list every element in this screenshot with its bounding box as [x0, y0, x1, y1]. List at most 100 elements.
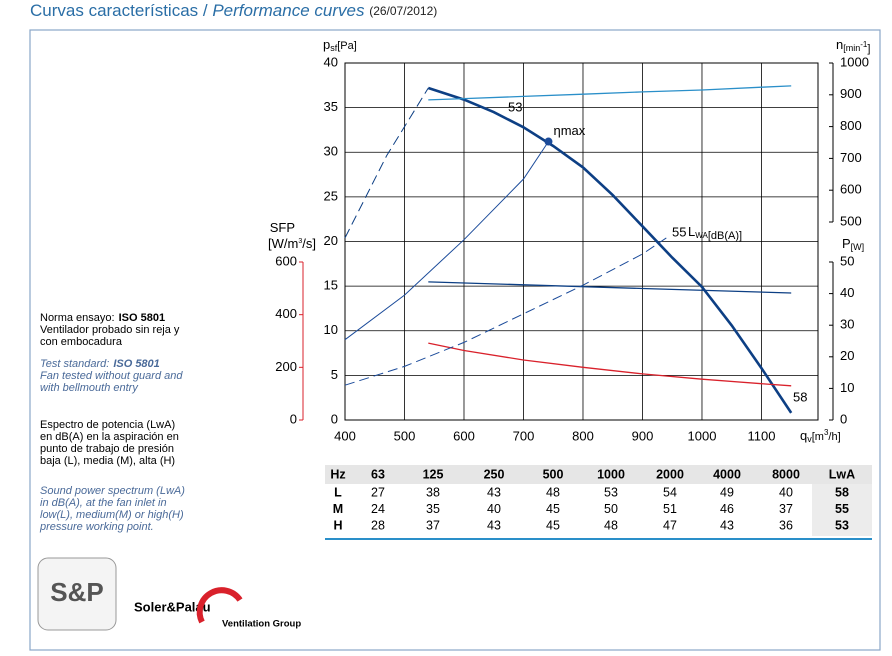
table-cell: 43 — [487, 518, 501, 532]
y-tick-label: 25 — [324, 188, 338, 203]
eta-max-point — [544, 137, 553, 146]
y-tick-label: 600 — [840, 182, 862, 197]
note: Fan tested without guard and — [40, 370, 183, 382]
label-unit: [W/m — [268, 236, 298, 251]
note: Espectro de potencia (LwA) — [40, 419, 175, 431]
y-tick-label: 700 — [840, 150, 862, 165]
curve — [344, 87, 429, 239]
label-main: P — [842, 236, 851, 251]
table-header-bg — [325, 465, 872, 484]
x-tick-label: 900 — [632, 428, 654, 443]
y-tick-label: 0 — [290, 411, 297, 426]
x-tick-label: 600 — [453, 428, 475, 443]
table-cell: 27 — [371, 485, 385, 499]
table-cell: M — [333, 502, 343, 516]
logo-box — [37, 557, 117, 631]
annotation: 53 — [508, 99, 522, 114]
label-sup: 3 — [824, 428, 829, 437]
note: Sound power spectrum (LwA) — [40, 485, 185, 497]
table-cell: 43 — [720, 518, 734, 532]
y-tick-label: 35 — [324, 99, 338, 114]
note-label: Norma ensayo: — [40, 312, 115, 324]
table-cell: 45 — [546, 518, 560, 532]
axis-label: SFP — [270, 220, 295, 235]
note: low(L), medium(M) or high(H) — [40, 509, 184, 521]
y-tick-label: 500 — [840, 213, 862, 228]
table-cell: 48 — [604, 518, 618, 532]
label-unit: [dB(A)] — [708, 230, 742, 242]
label-unit: /h] — [828, 431, 840, 443]
annotation: 58 — [793, 389, 807, 404]
note: Ventilador probado sin reja y — [40, 324, 180, 336]
table-cell: 55 — [835, 502, 849, 516]
table-cell: 53 — [835, 518, 849, 532]
note: with bellmouth entry — [40, 382, 139, 394]
table-cell: 54 — [663, 485, 677, 499]
y-tick-label: 50 — [840, 253, 854, 268]
axis-label: qv[m3/h] — [800, 428, 841, 444]
table-header: 4000 — [713, 467, 741, 481]
y-tick-label: 40 — [840, 285, 854, 300]
label-sub: WA — [695, 231, 708, 240]
plot-frame — [344, 62, 819, 421]
table-cell: 40 — [487, 502, 501, 516]
table-cell: 40 — [779, 485, 793, 499]
title-en: Performance curves — [212, 1, 365, 20]
date: (26/07/2012) — [369, 4, 437, 18]
label-sub: [W] — [851, 242, 865, 252]
curve — [344, 141, 549, 341]
eta-max-label: ηmax — [553, 123, 585, 138]
axis-label: n[min-1] — [836, 37, 870, 54]
label-unit: /s] — [302, 236, 316, 251]
y-tick-label: 20 — [324, 233, 338, 248]
y-tick-label: 15 — [324, 278, 338, 293]
y-tick-label: 0 — [331, 411, 338, 426]
x-tick-label: 1100 — [747, 428, 775, 443]
note: pressure working point. — [39, 521, 154, 533]
y-tick-label: 10 — [840, 380, 854, 395]
annotation: LWA[dB(A)] — [688, 224, 742, 241]
axis-label: psf[Pa] — [323, 37, 357, 53]
y-tick-label: 0 — [840, 411, 847, 426]
table-cell: 49 — [720, 485, 734, 499]
table-header: 125 — [423, 467, 444, 481]
x-tick-label: 400 — [334, 428, 356, 443]
label-main: L — [688, 224, 695, 239]
frame — [29, 29, 881, 651]
title-es: Curvas características / — [30, 1, 208, 20]
x-tick-label: 500 — [394, 428, 416, 443]
table-header: 8000 — [772, 467, 800, 481]
logo-brand: Soler&Palau — [134, 599, 211, 614]
label-sup: 3 — [298, 238, 302, 245]
table-cell: 37 — [779, 502, 793, 516]
logo-arc — [196, 587, 243, 624]
y-tick-label: 900 — [840, 86, 862, 101]
label-sub: [min — [843, 43, 860, 53]
y-tick-label: 1000 — [840, 54, 869, 69]
logo-mark: S&P — [50, 577, 103, 607]
axis-label: [W/m3/s] — [268, 236, 316, 251]
table-cell: 58 — [835, 485, 849, 499]
table-cell: H — [333, 518, 342, 532]
note: punto de trabajo de presión — [40, 443, 174, 455]
label-sub: v — [807, 434, 812, 444]
table-header: 2000 — [656, 467, 684, 481]
label-main: SFP — [270, 220, 295, 235]
logo-group: Ventilation Group — [222, 619, 301, 630]
table-cell: 51 — [663, 502, 677, 516]
note-label: Test standard: — [40, 358, 109, 370]
table-cell: 36 — [779, 518, 793, 532]
table-cell: 43 — [487, 485, 501, 499]
curve — [344, 237, 667, 386]
y-tick-label: 30 — [840, 317, 854, 332]
y-tick-label: 400 — [275, 306, 297, 321]
table-cell: 50 — [604, 502, 618, 516]
label-main: p — [323, 37, 330, 52]
note: con embocadura — [40, 336, 123, 348]
table-cell: 35 — [426, 502, 440, 516]
table-header: 500 — [543, 467, 564, 481]
table-cell: 45 — [546, 502, 560, 516]
y-tick-label: 20 — [840, 348, 854, 363]
table-header: 63 — [371, 467, 385, 481]
